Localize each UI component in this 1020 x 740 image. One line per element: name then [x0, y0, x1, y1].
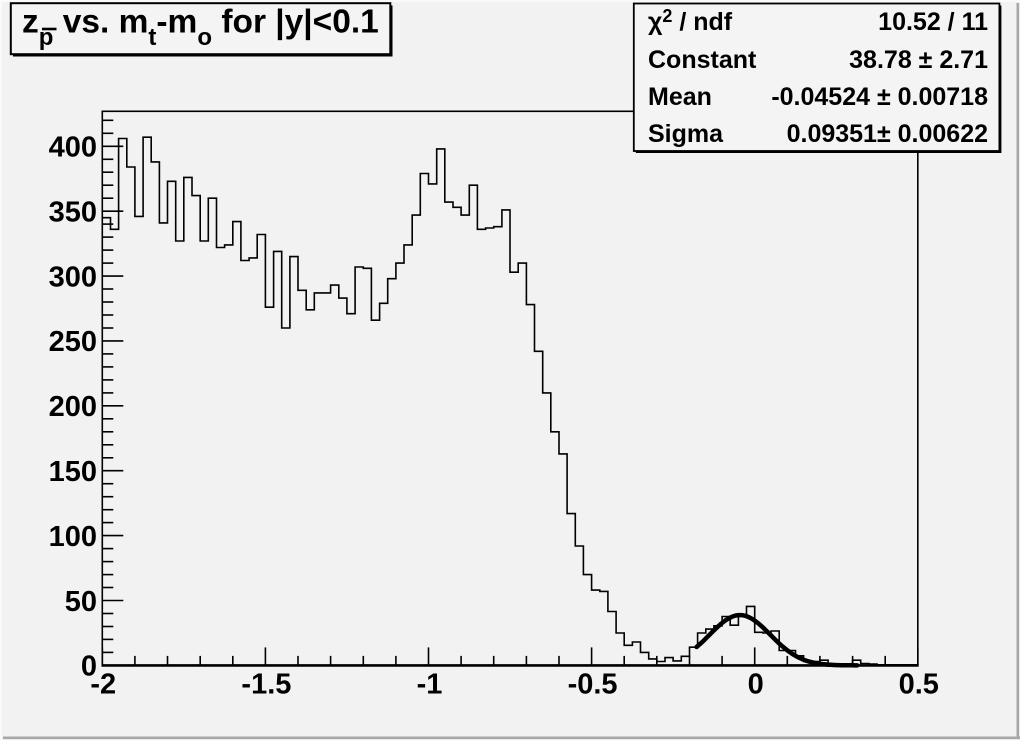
svg-text:0.09351± 0.00622: 0.09351± 0.00622 — [787, 120, 988, 148]
svg-text:0: 0 — [748, 668, 764, 700]
svg-text:-1.5: -1.5 — [241, 668, 291, 700]
svg-text:350: 350 — [49, 197, 97, 229]
svg-text:Sigma: Sigma — [648, 120, 724, 148]
svg-text:-0.5: -0.5 — [568, 668, 618, 700]
svg-text:0.5: 0.5 — [899, 668, 939, 700]
svg-text:10.52 / 11: 10.52 / 11 — [878, 8, 988, 36]
svg-text:250: 250 — [49, 326, 97, 358]
svg-text:0: 0 — [81, 651, 97, 683]
svg-text:-0.04524 ± 0.00718: -0.04524 ± 0.00718 — [771, 83, 988, 111]
svg-text:38.78 ± 2.71: 38.78 ± 2.71 — [849, 46, 988, 74]
svg-text:300: 300 — [49, 261, 97, 293]
svg-text:200: 200 — [49, 391, 97, 423]
svg-text:-2: -2 — [90, 668, 116, 700]
svg-text:Mean: Mean — [648, 83, 712, 111]
svg-text:150: 150 — [49, 456, 97, 488]
svg-text:Constant: Constant — [648, 46, 757, 74]
svg-text:χ2 / ndf: χ2 / ndf — [648, 6, 733, 36]
svg-text:100: 100 — [49, 521, 97, 553]
svg-text:-1: -1 — [417, 668, 443, 700]
svg-text:400: 400 — [49, 132, 97, 164]
svg-text:50: 50 — [65, 586, 97, 618]
